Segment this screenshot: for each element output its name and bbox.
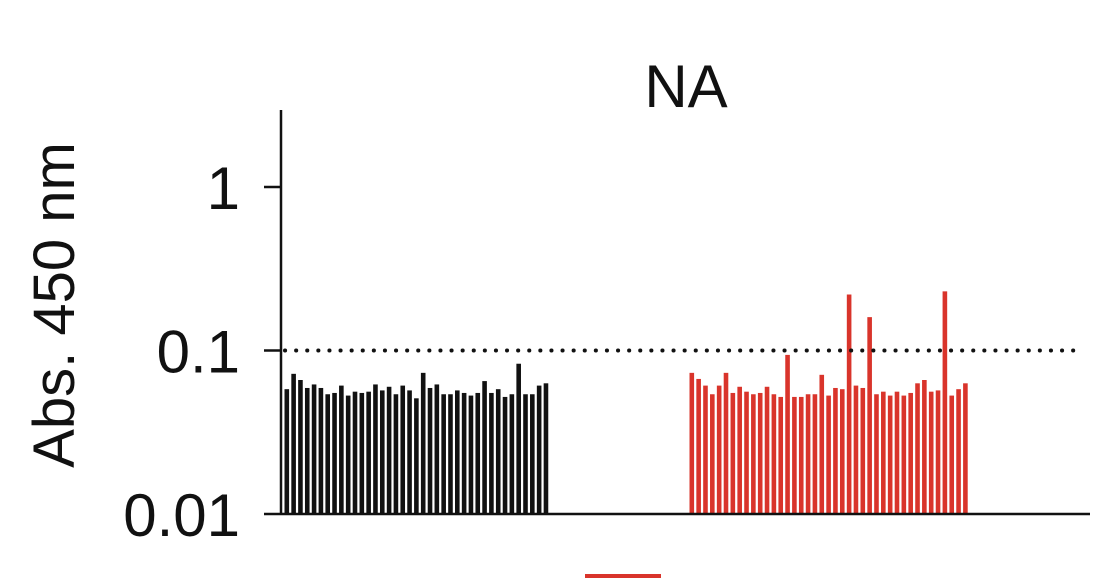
bar-group1-39	[543, 383, 549, 514]
bar-group1-13	[366, 391, 371, 514]
bar-group1-5	[311, 384, 317, 514]
bar-group1-37	[530, 394, 535, 514]
bar-group2-12	[764, 386, 770, 514]
bar-group2-15	[785, 354, 790, 514]
bar-group1-3	[298, 380, 303, 514]
bar-group2-17	[798, 396, 804, 514]
bar-group1-11	[352, 391, 358, 514]
bar-group1-25	[448, 394, 453, 514]
bar-group1-19	[407, 390, 412, 514]
bar-group2-6	[723, 372, 729, 514]
bar-group1-8	[332, 392, 337, 514]
y-tick-label-3: 0.01	[123, 482, 240, 549]
bar-group1-30	[482, 381, 487, 514]
bar-group1-28	[468, 395, 474, 514]
bar-group2-40	[956, 389, 961, 514]
bar-group2-5	[716, 385, 722, 514]
bar-group1-32	[495, 389, 501, 514]
bar-group2-31	[894, 391, 900, 514]
legend-swatch-red	[585, 574, 661, 578]
bar-group1-10	[345, 395, 351, 514]
bar-group1-31	[489, 392, 494, 514]
bar-group1-12	[359, 392, 365, 514]
bar-group2-37	[935, 390, 941, 514]
bar-group2-18	[805, 394, 811, 514]
bar-group2-2	[696, 378, 701, 514]
bar-group1-2	[291, 373, 296, 514]
bar-group2-14	[778, 396, 784, 514]
bar-group2-19	[812, 394, 818, 514]
bar-group2-4	[710, 394, 715, 514]
bar-group2-38	[942, 291, 948, 514]
bar-group1-26	[455, 390, 460, 514]
y-ticks: 1 0.1 0.01	[123, 155, 281, 549]
bar-group2-26	[860, 387, 866, 514]
bar-group1-9	[339, 385, 344, 514]
bar-group1-6	[318, 387, 324, 514]
bar-group2-39	[949, 395, 955, 514]
bar-group2-33	[908, 392, 913, 514]
chart-title: NA	[644, 53, 727, 120]
bar-group1-38	[536, 385, 542, 514]
bar-group1-4	[304, 387, 310, 514]
bars-layer	[284, 291, 968, 514]
bar-group1-15	[379, 390, 385, 514]
bar-group1-14	[373, 384, 378, 514]
bar-group2-27	[867, 317, 872, 514]
bar-group1-29	[475, 392, 481, 514]
bar-group2-30	[887, 395, 893, 514]
bar-group2-8	[737, 386, 742, 514]
bar-group2-22	[833, 387, 838, 514]
bar-group1-33	[502, 396, 508, 514]
bar-group1-36	[523, 394, 528, 514]
bar-group2-34	[915, 383, 920, 514]
bar-group2-23	[839, 389, 845, 514]
bar-group2-20	[819, 374, 825, 514]
y-tick-label-1: 1	[207, 155, 240, 222]
bar-group1-20	[414, 398, 419, 514]
bar-group2-29	[881, 391, 886, 514]
bar-group2-13	[771, 394, 777, 514]
bar-group1-1	[284, 389, 290, 514]
bar-group1-35	[516, 363, 521, 514]
bar-group1-18	[400, 385, 406, 514]
bar-group1-22	[427, 387, 433, 514]
bar-group2-11	[757, 392, 763, 514]
bar-group2-25	[853, 385, 859, 514]
bar-group2-7	[730, 392, 736, 514]
bar-group2-3	[703, 385, 708, 514]
bar-group2-1	[689, 372, 695, 514]
bar-group1-16	[386, 386, 392, 514]
bar-group1-34	[509, 394, 515, 514]
bar-group2-35	[922, 380, 927, 514]
bar-group1-17	[393, 394, 399, 514]
y-tick-label-2: 0.1	[157, 319, 240, 386]
bar-group1-7	[325, 394, 331, 514]
bar-group2-24	[846, 294, 852, 514]
bar-group2-16	[792, 396, 797, 514]
bar-group2-10	[751, 394, 756, 514]
bar-group2-21	[826, 395, 831, 514]
bar-group2-28	[874, 394, 879, 514]
bar-group2-32	[901, 395, 907, 514]
bar-group2-9	[744, 391, 749, 514]
bar-group1-27	[461, 392, 467, 514]
bar-group1-23	[434, 384, 440, 514]
bar-group1-24	[441, 394, 446, 514]
bar-group2-36	[928, 391, 934, 514]
bar-group1-21	[420, 372, 426, 514]
y-axis-label: Abs. 450 nm	[22, 142, 87, 468]
bar-group2-41	[963, 383, 968, 514]
